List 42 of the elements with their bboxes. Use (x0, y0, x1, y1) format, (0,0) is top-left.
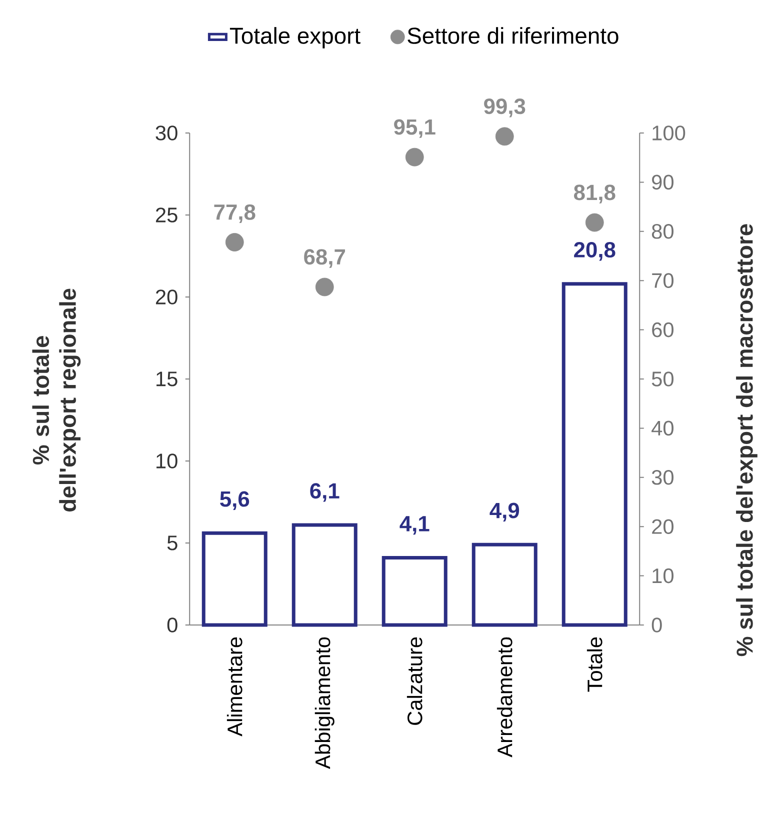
y-tick-label: 15 (156, 372, 178, 386)
point (496, 127, 514, 146)
x-tick-label: Arredamento (497, 637, 512, 758)
data-label: 77,8 (214, 204, 256, 224)
y-tick-label: 25 (156, 208, 178, 222)
data-label: 4,9 (490, 502, 520, 522)
legend-label: Totale export (230, 27, 361, 48)
data-label: 20,8 (574, 242, 616, 261)
y2-axis-title: % sul totale del'export del macrosettore (736, 224, 758, 656)
y-tick-label: 20 (156, 290, 178, 304)
data-label: 4,1 (400, 516, 430, 535)
data-label: 6,1 (310, 483, 340, 502)
data-label: 95,1 (394, 119, 436, 138)
y-tick-label: 5 (168, 536, 178, 550)
point (406, 148, 424, 166)
point (226, 233, 244, 252)
y-tick-label: 30 (156, 126, 178, 140)
y2-tick-label: 10 (652, 568, 674, 584)
y-tick-label: 10 (156, 454, 178, 468)
x-tick-label: Calzature (407, 637, 422, 725)
x-tick-label: Abbigliamento (315, 637, 335, 769)
y2-tick-label: 40 (652, 420, 674, 436)
x-tick-label: Alimentare (227, 637, 242, 736)
y2-tick-label: 100 (652, 126, 686, 140)
legend-label: Settore di riferimento (408, 27, 618, 44)
y2-tick-label: 50 (652, 372, 674, 386)
point (586, 213, 604, 232)
y2-tick-label: 80 (652, 224, 674, 239)
y2-tick-label: 60 (652, 322, 674, 338)
y2-tick-label: 30 (652, 470, 674, 485)
data-label: 81,8 (574, 184, 616, 204)
y-axis-title: % sul totale dell'export regionale (32, 288, 81, 512)
point (316, 278, 334, 296)
data-label: 68,7 (304, 249, 346, 268)
y2-tick-label: 20 (652, 519, 674, 534)
data-label: 99,3 (484, 98, 526, 118)
y2-tick-label: 0 (652, 618, 662, 632)
y-tick-label: 0 (168, 618, 178, 632)
y2-tick-label: 70 (652, 273, 674, 288)
x-tick-label: Totale (587, 637, 602, 692)
data-label: 5,6 (220, 491, 250, 510)
y2-tick-label: 90 (652, 174, 674, 190)
